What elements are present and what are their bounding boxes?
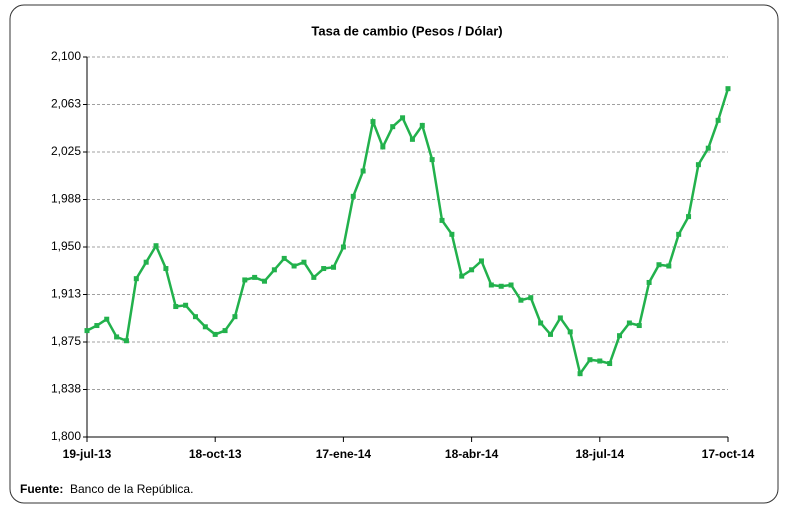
point — [557, 315, 563, 321]
point — [666, 263, 672, 269]
point — [646, 279, 652, 285]
point — [123, 338, 129, 344]
point — [143, 259, 149, 265]
point — [459, 273, 465, 279]
y-tick-label: 2,063 — [51, 97, 81, 111]
point — [390, 124, 396, 130]
point — [133, 276, 139, 282]
point — [626, 320, 632, 326]
point — [419, 122, 425, 128]
y-tick-label: 2,025 — [51, 144, 81, 158]
point — [340, 244, 346, 250]
point — [153, 243, 159, 249]
point — [409, 136, 415, 142]
point — [439, 217, 445, 223]
x-tick-label: 18-oct-13 — [189, 447, 242, 461]
chart-frame — [9, 4, 779, 504]
point — [321, 266, 327, 272]
x-tick-label: 18-jul-14 — [575, 447, 624, 461]
point — [656, 262, 662, 268]
y-tick-label: 1,838 — [51, 382, 81, 396]
point — [617, 333, 623, 339]
y-tick-label: 1,800 — [51, 429, 81, 443]
point — [587, 357, 593, 363]
source-label: Fuente: — [20, 482, 63, 496]
point — [508, 282, 514, 288]
point — [528, 295, 534, 301]
point — [518, 297, 524, 303]
point — [350, 193, 356, 199]
point — [84, 328, 90, 334]
point — [686, 214, 692, 220]
point — [400, 115, 406, 121]
point — [222, 328, 228, 334]
point — [331, 264, 337, 270]
point — [173, 304, 179, 310]
point — [449, 231, 455, 237]
point — [212, 331, 218, 337]
x-tick-label: 17-ene-14 — [316, 447, 372, 461]
point — [547, 331, 553, 337]
point — [577, 371, 583, 377]
point — [636, 323, 642, 329]
point — [271, 267, 277, 273]
chart-title: Tasa de cambio (Pesos / Dólar) — [311, 23, 502, 38]
point — [301, 259, 307, 265]
point — [291, 263, 297, 269]
point — [478, 258, 484, 264]
point — [607, 361, 613, 367]
y-tick-label: 1,988 — [51, 192, 81, 206]
y-tick-label: 2,100 — [51, 49, 81, 63]
point — [715, 117, 721, 123]
point — [252, 274, 258, 280]
point — [94, 323, 100, 329]
point — [380, 144, 386, 150]
point — [183, 302, 189, 308]
y-tick-label: 1,875 — [51, 334, 81, 348]
point — [469, 267, 475, 273]
x-tick-label: 18-abr-14 — [445, 447, 499, 461]
point — [262, 278, 268, 284]
point — [281, 255, 287, 261]
point — [104, 316, 110, 322]
point — [597, 358, 603, 364]
point — [705, 145, 711, 151]
point — [242, 277, 248, 283]
point — [202, 324, 208, 330]
point — [232, 314, 238, 320]
point — [311, 274, 317, 280]
point — [114, 334, 120, 340]
point — [725, 86, 731, 92]
point — [695, 162, 701, 168]
point — [429, 157, 435, 163]
y-tick-label: 1,950 — [51, 239, 81, 253]
source-text: Banco de la República. — [70, 482, 193, 496]
point — [538, 320, 544, 326]
y-tick-label: 1,913 — [51, 287, 81, 301]
point — [488, 282, 494, 288]
point — [360, 168, 366, 174]
x-tick-label: 17-oct-14 — [702, 447, 755, 461]
point — [676, 231, 682, 237]
point — [192, 314, 198, 320]
point — [370, 119, 376, 125]
x-tick-label: 19-jul-13 — [63, 447, 112, 461]
point — [498, 283, 504, 289]
point — [163, 266, 169, 272]
point — [567, 329, 573, 335]
